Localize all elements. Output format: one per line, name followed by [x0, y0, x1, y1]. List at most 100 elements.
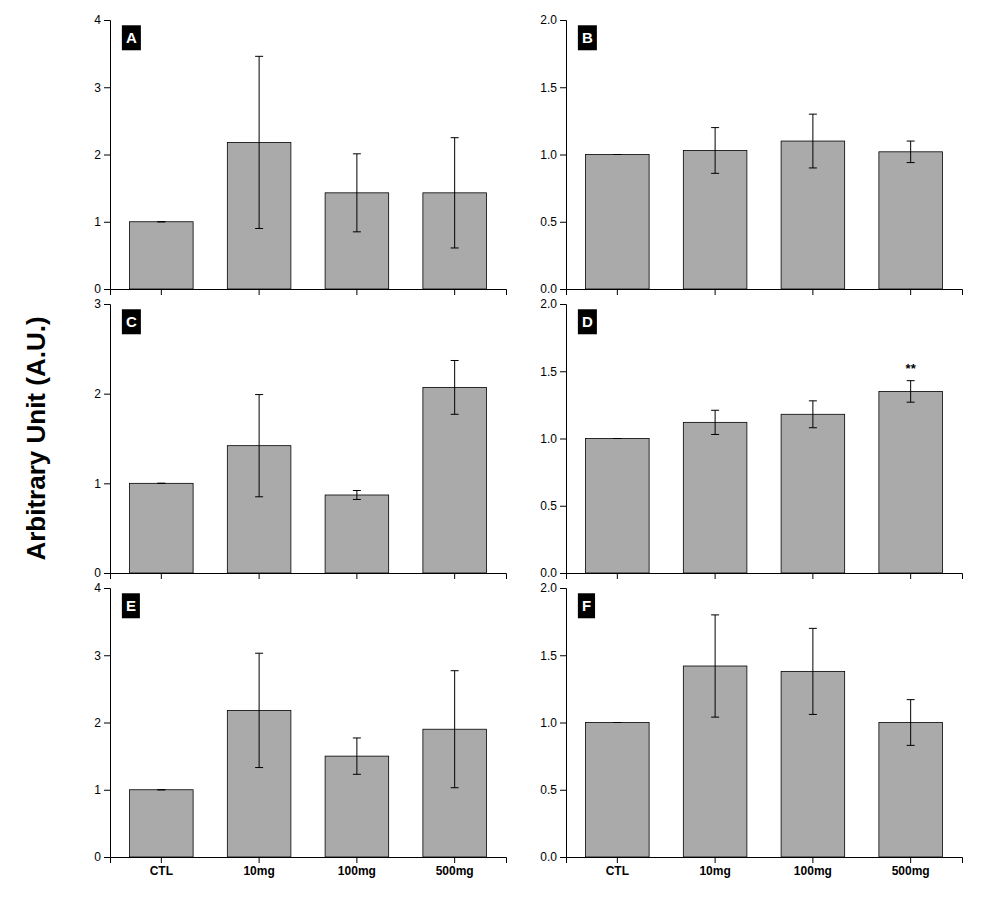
bar	[781, 414, 845, 573]
y-tick: 3	[94, 649, 110, 663]
y-tick: 1.0	[540, 716, 566, 730]
error-bar	[809, 114, 817, 168]
y-tick: 0.0	[540, 566, 566, 580]
x-tick-mark	[161, 289, 162, 295]
y-tick-mark	[104, 155, 110, 156]
y-tick: 2.0	[540, 13, 566, 27]
panel: 0.00.51.01.52.0CTL10mg100mg500mgF	[540, 581, 962, 877]
y-tick-label: 1	[94, 215, 101, 229]
y-tick: 0	[94, 566, 110, 580]
error-bar	[353, 154, 361, 232]
y-tick: 1.0	[540, 432, 566, 446]
error-bar	[711, 615, 719, 717]
y-tick-label: 1	[94, 477, 101, 491]
y-tick-label: 0	[94, 850, 101, 864]
error-bar	[255, 56, 263, 228]
panel-label: F	[578, 593, 595, 618]
x-tick-label: 500mg	[436, 864, 474, 878]
x-axis-line	[111, 290, 507, 296]
bar	[586, 723, 650, 858]
x-axis	[111, 573, 507, 579]
error-bar	[809, 401, 817, 428]
y-tick-label: 4	[94, 13, 101, 27]
y-tick-label: 2	[94, 148, 101, 162]
bar	[130, 483, 194, 573]
y-axis-line	[560, 305, 567, 574]
x-tick: CTL	[150, 857, 173, 878]
y-tick: 2	[94, 387, 110, 401]
y-tick-label: 3	[94, 297, 101, 311]
panel-label-box	[578, 593, 595, 618]
error-bar	[451, 360, 459, 414]
plot-area	[130, 653, 487, 857]
y-axis-line	[104, 305, 111, 574]
error-bar	[711, 128, 719, 174]
y-tick-label: 1.5	[540, 649, 557, 663]
x-axis	[567, 289, 963, 295]
y-tick-label: 0	[94, 566, 101, 580]
x-tick	[617, 573, 618, 579]
y-tick-label: 2	[94, 716, 101, 730]
y-axis-line	[104, 589, 111, 858]
x-tick-label: 10mg	[243, 864, 274, 878]
y-tick-label: 3	[94, 649, 101, 663]
x-tick-mark	[454, 857, 455, 863]
x-tick-mark	[715, 857, 716, 863]
error-bar	[255, 395, 263, 497]
panel-label-text: E	[126, 597, 136, 614]
x-tick: 10mg	[699, 857, 730, 878]
error-bar	[809, 628, 817, 714]
bar	[423, 387, 487, 573]
x-tick-mark	[454, 289, 455, 295]
y-tick-mark	[560, 506, 566, 507]
y-tick: 0.5	[540, 499, 566, 513]
y-tick-mark	[104, 573, 110, 574]
error-bar	[451, 138, 459, 248]
bar	[130, 790, 194, 857]
plot-area	[586, 615, 943, 857]
y-tick: 4	[94, 13, 110, 27]
error-bar	[157, 483, 165, 484]
x-tick	[454, 289, 455, 295]
y-tick-mark	[560, 723, 566, 724]
panel: 01234A	[94, 13, 506, 296]
bar	[879, 152, 943, 289]
panel-label: A	[122, 25, 141, 50]
y-tick: 1.0	[540, 148, 566, 162]
y-tick-mark	[560, 304, 566, 305]
y-tick: 1	[94, 477, 110, 491]
x-tick	[812, 289, 813, 295]
x-tick: 100mg	[338, 857, 376, 878]
x-tick-mark	[910, 573, 911, 579]
y-tick-mark	[104, 20, 110, 21]
y-tick-mark	[104, 790, 110, 791]
y-tick-label: 1.0	[540, 148, 557, 162]
y-tick: 1.5	[540, 365, 566, 379]
y-tick-mark	[560, 87, 566, 88]
y-axis-title: Arbitrary Unit (A.U.)	[21, 316, 51, 560]
x-tick-mark	[715, 573, 716, 579]
y-tick-label: 2.0	[540, 13, 557, 27]
panel: 01234CTL10mg100mg500mgE	[94, 581, 506, 877]
error-bar	[711, 410, 719, 434]
y-tick: 0.5	[540, 215, 566, 229]
y-tick: 2.0	[540, 581, 566, 595]
y-tick: 0	[94, 282, 110, 296]
panel-label-box	[122, 25, 141, 50]
bar	[130, 222, 194, 289]
panel-label: E	[122, 593, 140, 618]
y-tick: 1.5	[540, 81, 566, 95]
panel-label: C	[122, 309, 141, 334]
x-axis: CTL10mg100mg500mg	[567, 857, 963, 878]
y-tick-mark	[104, 588, 110, 589]
plot-area	[586, 114, 943, 289]
x-tick	[715, 573, 716, 579]
y-tick-mark	[104, 857, 110, 858]
x-tick-mark	[812, 857, 813, 863]
error-bar	[157, 221, 165, 222]
x-axis-line	[567, 290, 963, 296]
x-axis-line	[111, 858, 507, 864]
error-bar	[255, 653, 263, 767]
y-axis-line	[104, 21, 111, 290]
error-bar	[907, 381, 915, 403]
